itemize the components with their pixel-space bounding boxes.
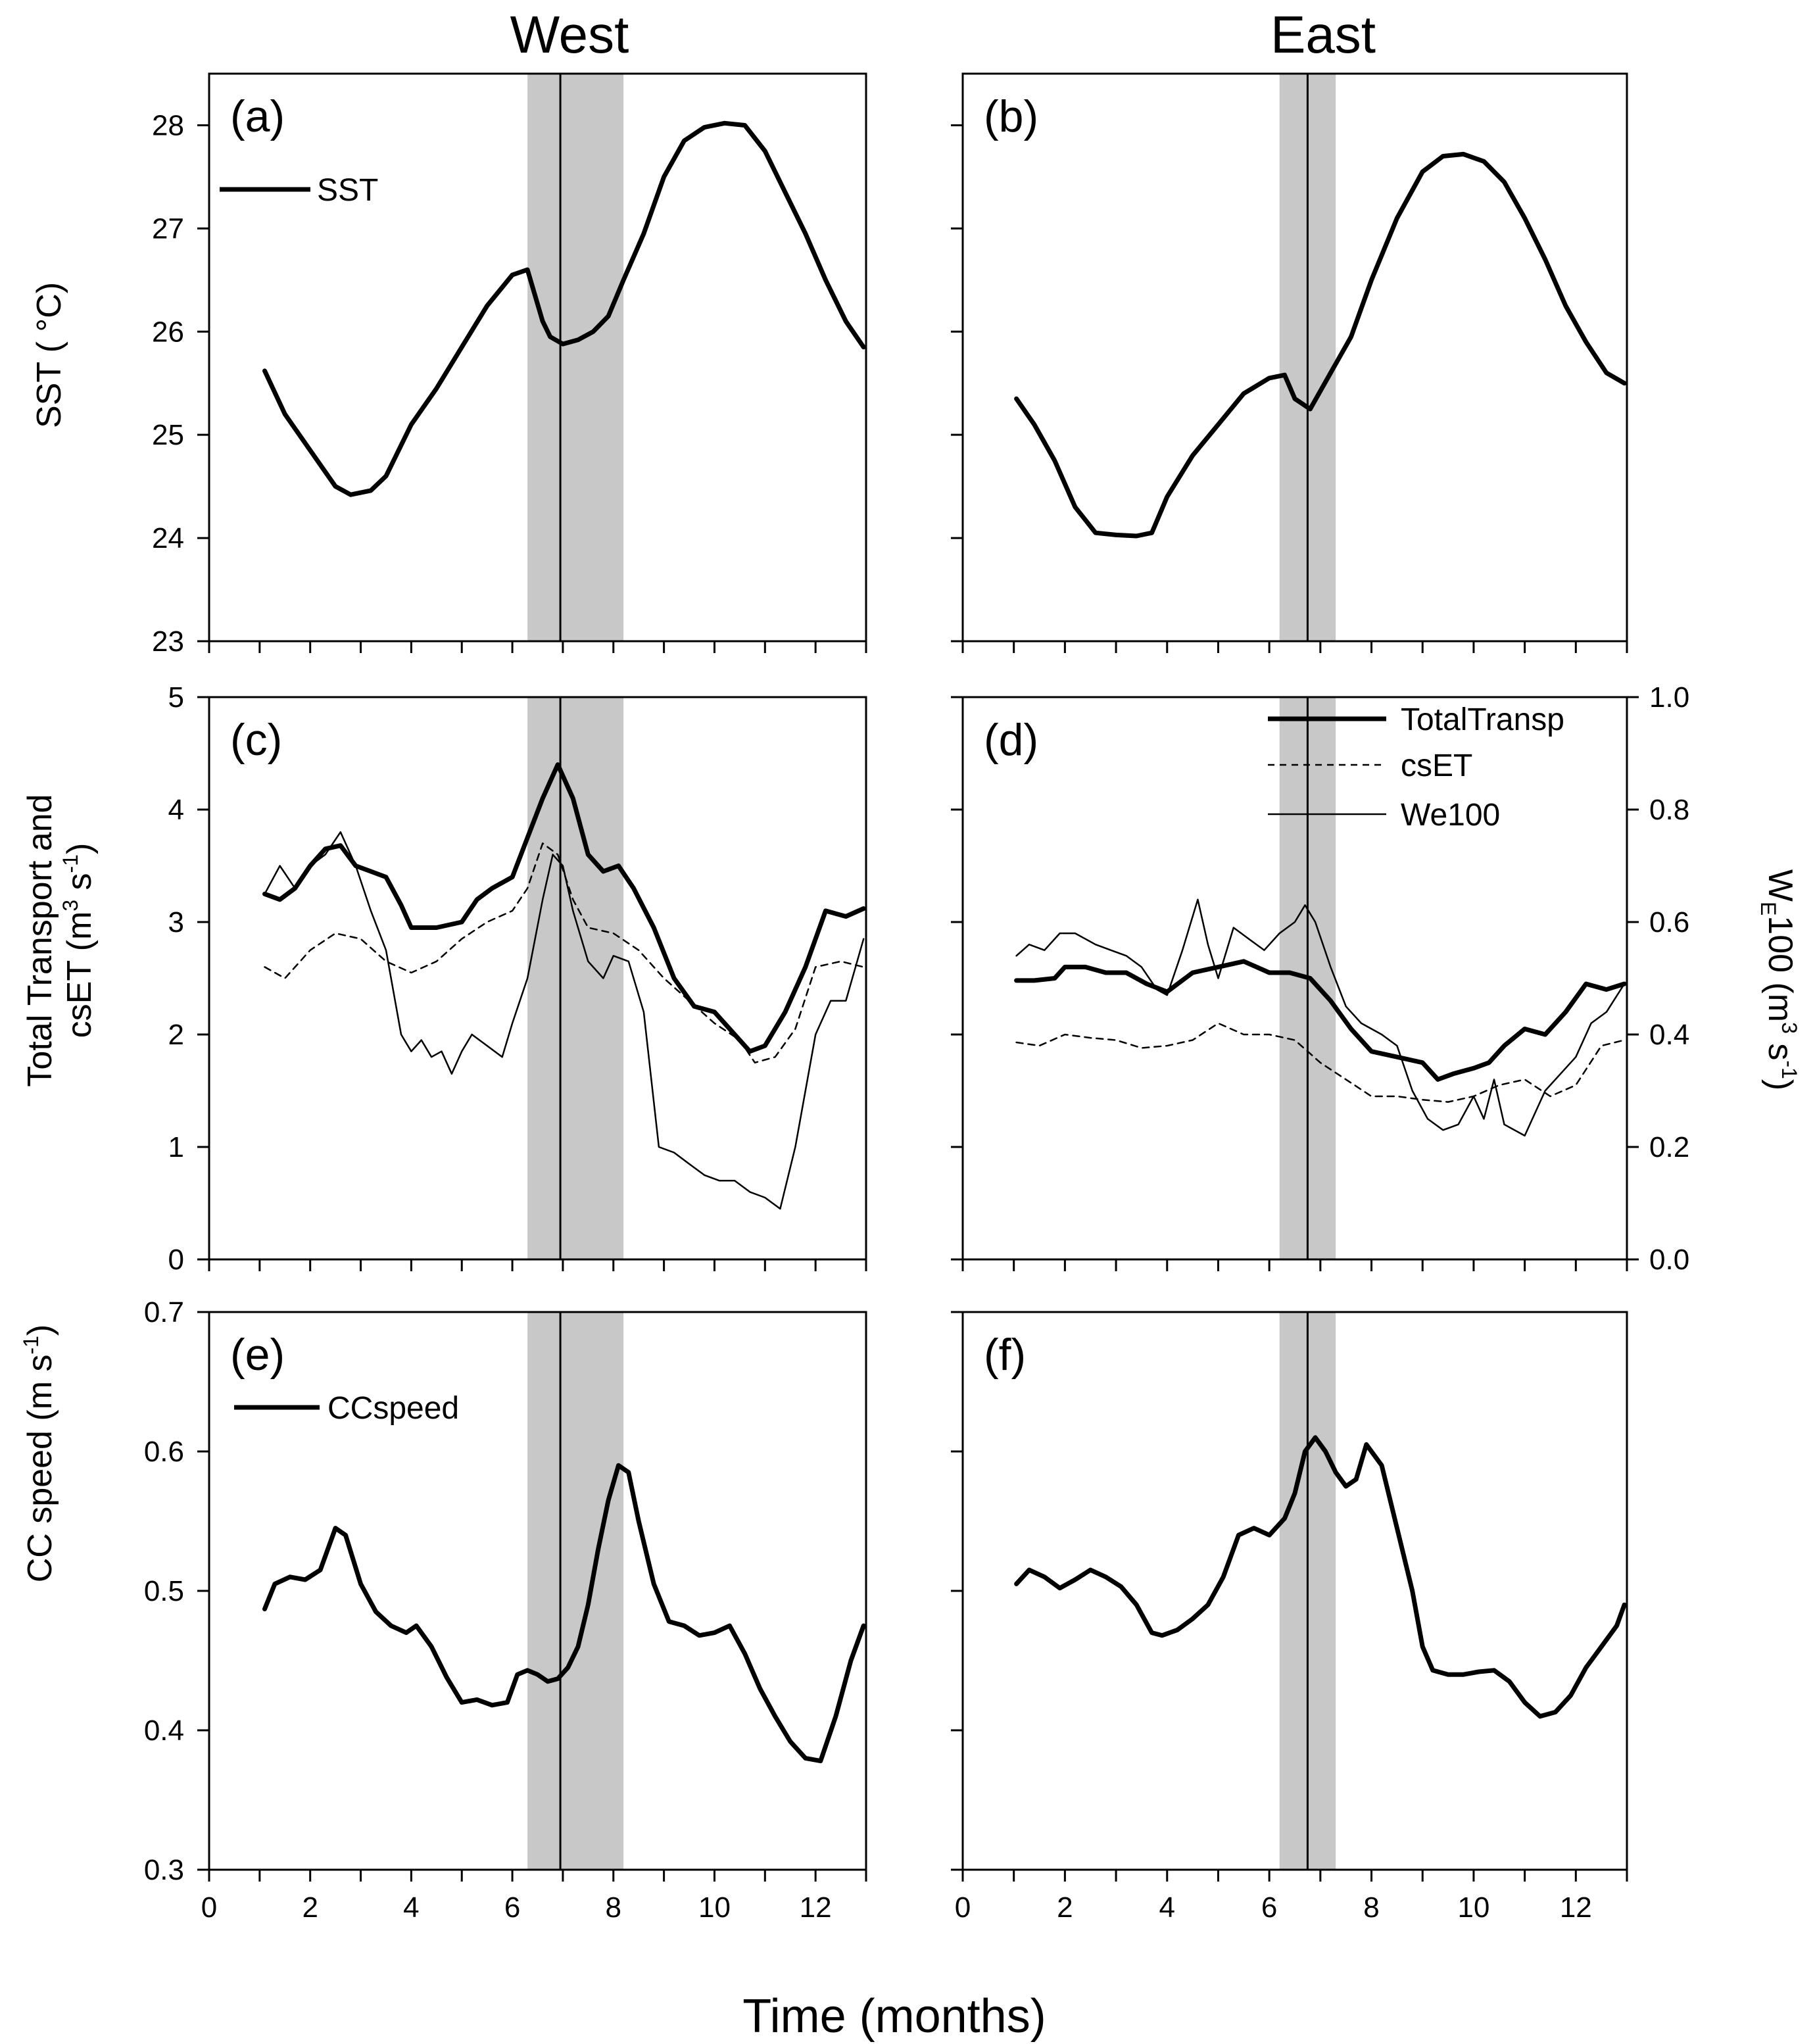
y-tick-label: 4	[168, 794, 184, 826]
y-tick-label: 28	[152, 109, 184, 141]
ylabel-transport-part: csET (m	[60, 912, 99, 1038]
y-tick-label: 1	[168, 1131, 184, 1163]
series-TotalTransp	[262, 762, 866, 1054]
legend-cc-label: CCspeed	[327, 1391, 459, 1426]
panel-f: 0 2 4 6 8 10 12 (f)	[951, 1311, 1628, 1924]
y-tick-label: 0.5	[144, 1575, 184, 1607]
panel-b: (b)	[951, 72, 1628, 653]
series-SST	[262, 120, 866, 497]
y-tick-label: 0.4	[144, 1715, 184, 1747]
y-tick-label: 3	[168, 906, 184, 938]
panel-label: (f)	[984, 1330, 1026, 1380]
plot-frame	[208, 696, 867, 1261]
y-tick-label: 26	[152, 316, 184, 348]
plot-frame	[208, 72, 867, 643]
series-TotalTransp	[1014, 959, 1627, 1082]
panel-c: 0 1 2 3 4 5 (c)	[168, 681, 867, 1276]
x-tick-label: 4	[403, 1891, 419, 1924]
panel-a: 23 24 25 26 27 28 (a)	[152, 72, 867, 658]
legend-sst-label: SST	[317, 173, 378, 208]
x-tick-label: 0	[955, 1891, 971, 1924]
ylabel-transport-line1: Total Transport and	[21, 794, 59, 1086]
legend-total-label: TotalTransp	[1401, 702, 1564, 737]
y2-tick-label: 0.8	[1649, 794, 1689, 826]
legend-we-label: We100	[1401, 798, 1500, 833]
x-tick-label: 2	[1057, 1891, 1073, 1924]
y2-tick-label: 0.0	[1649, 1244, 1689, 1276]
ylabel-ccspeed: CC speed (m s-1)	[19, 1325, 59, 1583]
x-tick-label: 8	[1363, 1891, 1379, 1924]
y-tick-label: 0.6	[144, 1436, 184, 1468]
plot-frame	[961, 72, 1628, 643]
ylabel-sst: SST ( °C)	[30, 282, 68, 428]
series-SST	[1014, 151, 1627, 539]
y2-tick-label: 0.4	[1649, 1019, 1689, 1051]
series-csET	[1015, 1022, 1626, 1103]
shaded-band	[527, 74, 624, 641]
x-tick-label: 0	[201, 1891, 217, 1924]
ylabel-ccspeed-sup: -1	[19, 1336, 43, 1354]
col-title-east: East	[1270, 5, 1376, 64]
y-tick-label: 2	[168, 1019, 184, 1051]
x-tick-label: 8	[606, 1891, 621, 1924]
y2-tick-label: 0.6	[1649, 906, 1689, 938]
x-tick-label: 4	[1159, 1891, 1175, 1924]
plot-frame	[961, 696, 1628, 1261]
ylabel-we100: WE100 (m3 s-1)	[1756, 869, 1801, 1090]
ylabel-transport-sup2: -1	[59, 854, 82, 873]
ylabel-transport: Total Transport and csET (m3 s-1)	[21, 794, 99, 1086]
series-We100	[264, 831, 865, 1210]
y-tick-label: 5	[168, 681, 184, 714]
panel-label: (c)	[230, 715, 282, 765]
ylabel-we-part: )	[1761, 1079, 1799, 1090]
x-tick-label: 10	[698, 1891, 731, 1924]
panel-label: (a)	[230, 91, 285, 141]
series-We100	[1015, 898, 1626, 1137]
panel-label: (d)	[984, 715, 1038, 765]
x-tick-label: 2	[302, 1891, 318, 1924]
ylabel-transport-line2: csET (m3 s-1)	[59, 843, 99, 1038]
y-tick-label: 23	[152, 625, 184, 658]
panel-label: (b)	[984, 91, 1038, 141]
ylabel-we-sup2: -1	[1778, 1060, 1801, 1079]
ylabel-transport-sup1: 3	[59, 900, 82, 912]
series-CCspeed	[262, 1463, 866, 1764]
x-tick-label: 6	[504, 1891, 520, 1924]
shaded-band	[527, 1312, 624, 1870]
series-CCspeed	[1014, 1435, 1627, 1719]
ylabel-transport-part: s	[60, 873, 99, 899]
ylabel-we-part: s	[1761, 1034, 1799, 1060]
col-title-west: West	[510, 5, 629, 64]
ylabel-we-part: 100 (m	[1761, 915, 1799, 1022]
xaxis-title: Time (months)	[742, 1990, 1046, 2043]
y-tick-label: 0.3	[144, 1854, 184, 1886]
ylabel-ccspeed-part: )	[21, 1325, 59, 1336]
x-tick-label: 6	[1261, 1891, 1277, 1924]
panel-d: 0.0 0.2 0.4 0.6 0.8 1.0 (d)	[951, 681, 1689, 1276]
legend-cset-label: csET	[1401, 748, 1472, 783]
y-tick-label: 0.7	[144, 1296, 184, 1328]
y2-tick-label: 1.0	[1649, 681, 1689, 714]
x-tick-label: 10	[1457, 1891, 1489, 1924]
shaded-band	[527, 697, 624, 1259]
ylabel-we-sub: E	[1756, 902, 1780, 915]
ylabel-ccspeed-part: CC speed (m s	[21, 1355, 59, 1583]
y-tick-label: 24	[152, 522, 184, 554]
x-tick-label: 12	[1560, 1891, 1592, 1924]
panel-e: 0 2 4 6 8 10 12 0.3 0.4 0.5 0.6 0.7 (e)	[144, 1296, 867, 1924]
ylabel-we-sup1: 3	[1778, 1022, 1801, 1034]
y2-tick-label: 0.2	[1649, 1131, 1689, 1163]
y-tick-label: 27	[152, 212, 184, 245]
y-tick-label: 25	[152, 419, 184, 451]
ylabel-we-part: W	[1761, 869, 1799, 902]
x-tick-label: 12	[800, 1891, 832, 1924]
y-tick-label: 0	[168, 1244, 184, 1276]
panel-label: (e)	[230, 1330, 285, 1380]
ylabel-transport-part: )	[60, 843, 99, 854]
